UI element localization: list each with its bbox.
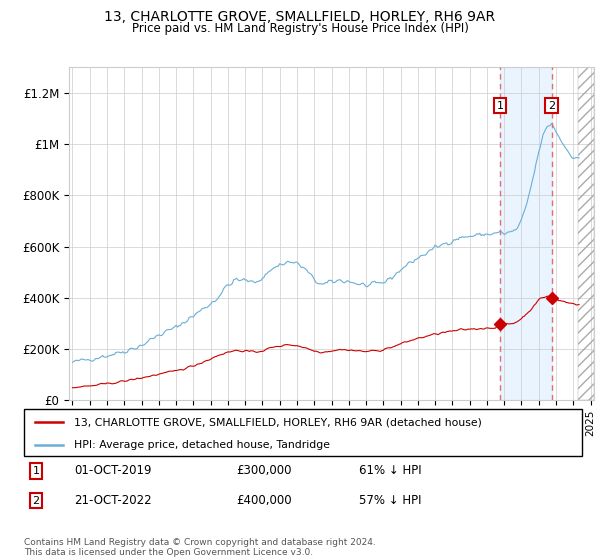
Text: £300,000: £300,000 (236, 464, 292, 478)
Text: Contains HM Land Registry data © Crown copyright and database right 2024.
This d: Contains HM Land Registry data © Crown c… (24, 538, 376, 557)
Text: Price paid vs. HM Land Registry's House Price Index (HPI): Price paid vs. HM Land Registry's House … (131, 22, 469, 35)
Bar (578, 67, 594, 400)
Text: 01-OCT-2019: 01-OCT-2019 (74, 464, 152, 478)
Text: 2: 2 (32, 496, 40, 506)
Text: £400,000: £400,000 (236, 494, 292, 507)
Text: 61% ↓ HPI: 61% ↓ HPI (359, 464, 421, 478)
Text: 1: 1 (496, 101, 503, 111)
Text: 21-OCT-2022: 21-OCT-2022 (74, 494, 152, 507)
Text: 57% ↓ HPI: 57% ↓ HPI (359, 494, 421, 507)
Text: 2: 2 (548, 101, 555, 111)
Text: HPI: Average price, detached house, Tandridge: HPI: Average price, detached house, Tand… (74, 440, 330, 450)
Text: 13, CHARLOTTE GROVE, SMALLFIELD, HORLEY, RH6 9AR (detached house): 13, CHARLOTTE GROVE, SMALLFIELD, HORLEY,… (74, 417, 482, 427)
Bar (578, 67, 594, 400)
Bar (500, 67, 551, 400)
Text: 13, CHARLOTTE GROVE, SMALLFIELD, HORLEY, RH6 9AR: 13, CHARLOTTE GROVE, SMALLFIELD, HORLEY,… (104, 10, 496, 24)
Text: 1: 1 (32, 466, 40, 476)
